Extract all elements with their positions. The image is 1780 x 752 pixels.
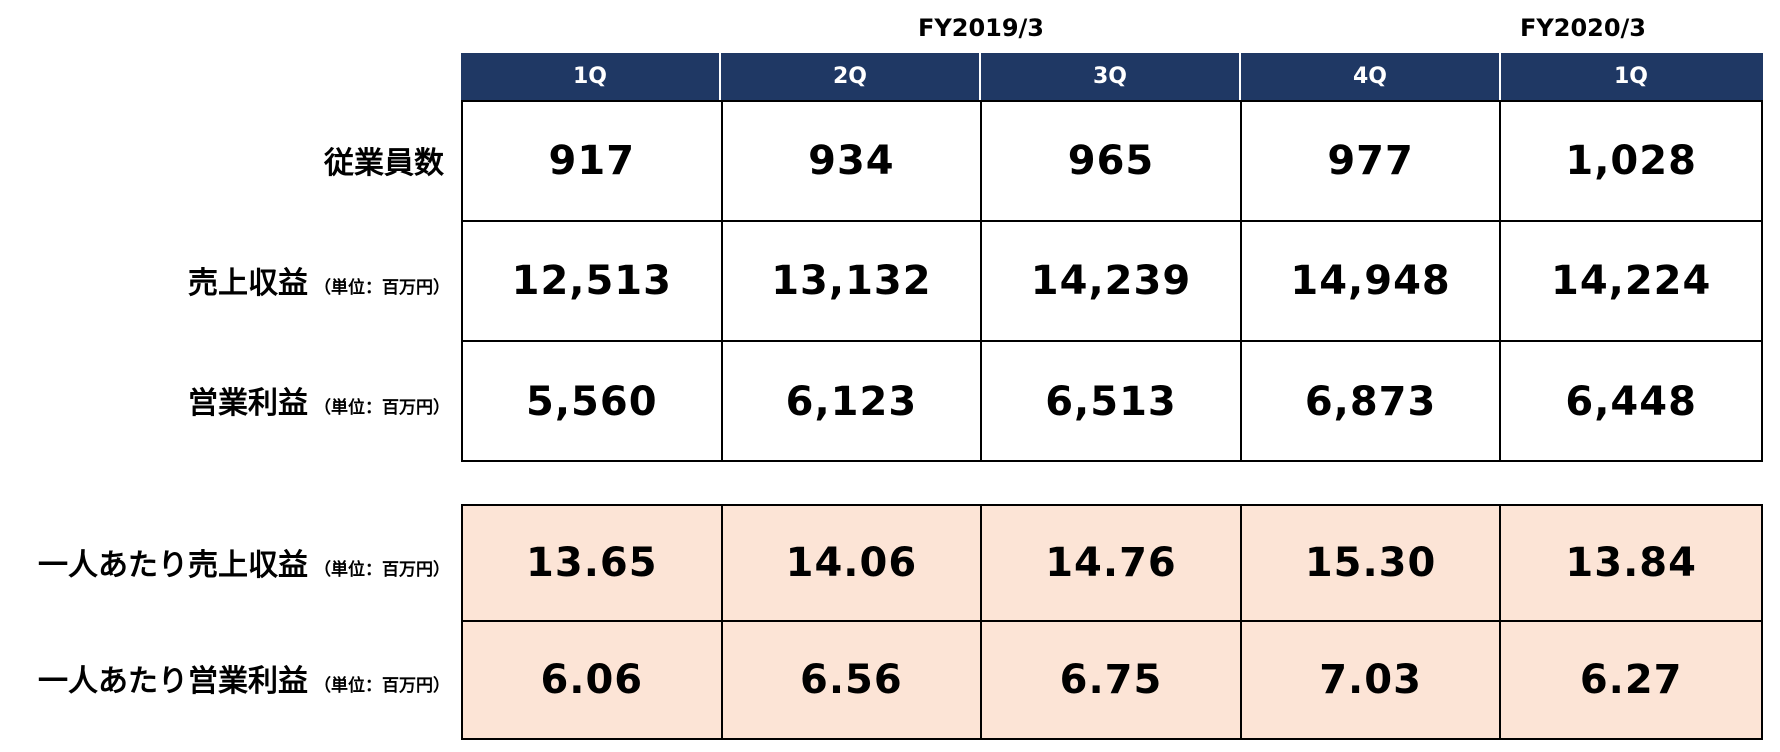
table-cell: 14.76 — [982, 506, 1242, 620]
table-cell: 6,123 — [723, 342, 983, 462]
table-row-revenue: 12,513 13,132 14,239 14,948 14,224 — [463, 222, 1761, 342]
table-cell: 14,239 — [982, 222, 1242, 340]
table-cell: 14.06 — [723, 506, 983, 620]
quarter-header-row: 1Q 2Q 3Q 4Q 1Q — [461, 53, 1763, 101]
table-cell: 6.75 — [982, 622, 1242, 738]
table-cell: 977 — [1242, 102, 1502, 220]
table-cell: 6,873 — [1242, 342, 1502, 462]
table-cell: 13.84 — [1565, 540, 1697, 586]
table-cell: 7.03 — [1242, 622, 1502, 738]
header-cell-q1: 1Q — [461, 53, 721, 101]
fiscal-year-label-fy2020: FY2020/3 — [1519, 14, 1647, 42]
header-cell-q1-next: 1Q — [1613, 64, 1648, 89]
fiscal-year-label-fy2019: FY2019/3 — [917, 14, 1045, 42]
row-label-employees: 従業員数 — [324, 138, 450, 182]
row-label-revenue: 売上収益 （単位：百万円） — [188, 258, 450, 302]
row-label-unit: （単位：百万円） — [314, 278, 450, 298]
table-cell: 5,560 — [463, 342, 723, 462]
row-label-text: 売上収益 — [188, 266, 308, 301]
table-cell: 934 — [723, 102, 983, 220]
table-cell: 15.30 — [1242, 506, 1502, 620]
row-label-text: 営業利益 — [188, 386, 308, 421]
table-cell: 14,948 — [1242, 222, 1502, 340]
table-cell: 965 — [982, 102, 1242, 220]
table-cell: 6,448 — [1565, 379, 1697, 425]
table-cell: 13,132 — [723, 222, 983, 340]
header-cell-q3: 3Q — [981, 53, 1241, 101]
table-row-revenue-per-employee: 13.65 14.06 14.76 15.30 13.84 — [463, 506, 1761, 622]
table-cell: 6.27 — [1579, 657, 1683, 703]
table-row-employees: 917 934 965 977 1,028 — [463, 102, 1761, 222]
row-label-unit: （単位：百万円） — [314, 676, 450, 696]
row-label-text: 一人あたり売上収益 — [38, 548, 308, 583]
row-label-text: 一人あたり営業利益 — [38, 664, 308, 699]
table-cell: 12,513 — [463, 222, 723, 340]
row-label-revenue-per-employee: 一人あたり売上収益 （単位：百万円） — [38, 540, 450, 584]
table-cell: 14,224 — [1550, 258, 1712, 304]
header-cell-q4: 4Q — [1241, 53, 1501, 101]
table-cell: 6,513 — [982, 342, 1242, 462]
row-label-text: 従業員数 — [324, 146, 444, 181]
table-row-profit-per-employee: 6.06 6.56 6.75 7.03 6.27 — [463, 622, 1761, 738]
table-cell: 6.06 — [463, 622, 723, 738]
table-row-operating-profit: 5,560 6,123 6,513 6,873 6,448 — [463, 342, 1761, 462]
table-cell: 6.56 — [723, 622, 983, 738]
row-label-unit: （単位：百万円） — [314, 398, 450, 418]
table-cell: 13.65 — [463, 506, 723, 620]
table-cell: 917 — [463, 102, 723, 220]
row-label-profit-per-employee: 一人あたり営業利益 （単位：百万円） — [38, 656, 450, 700]
header-cell-q2: 2Q — [721, 53, 981, 101]
row-label-unit: （単位：百万円） — [314, 560, 450, 580]
row-label-operating-profit: 営業利益 （単位：百万円） — [188, 378, 450, 422]
metrics-table: 917 934 965 977 1,028 12,513 13,132 14,2… — [461, 100, 1763, 462]
per-employee-table: 13.65 14.06 14.76 15.30 13.84 6.06 6.56 … — [461, 504, 1763, 740]
table-cell: 1,028 — [1565, 138, 1697, 184]
